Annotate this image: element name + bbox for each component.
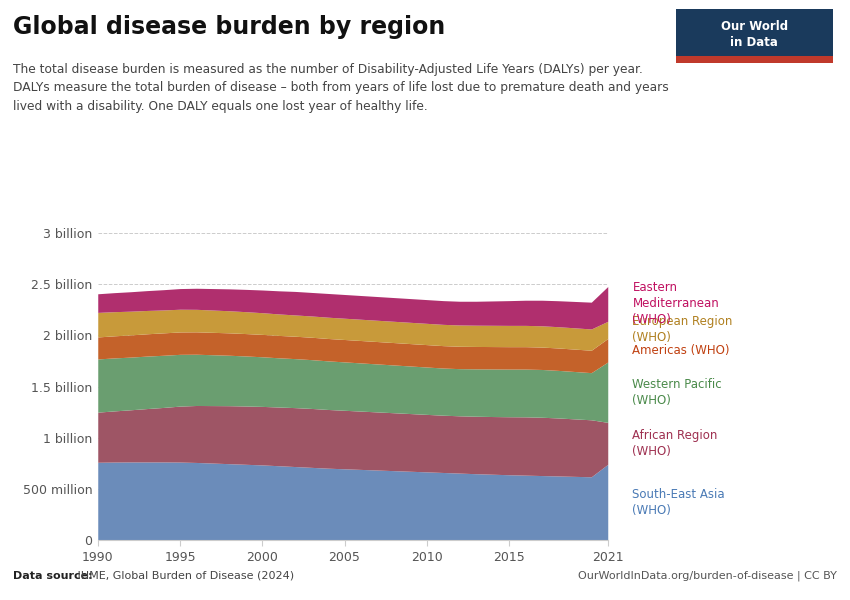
Text: European Region
(WHO): European Region (WHO) (632, 316, 733, 344)
Text: Eastern
Mediterranean
(WHO): Eastern Mediterranean (WHO) (632, 281, 719, 326)
Text: The total disease burden is measured as the number of Disability-Adjusted Life Y: The total disease burden is measured as … (13, 63, 668, 113)
Text: Data source:: Data source: (13, 571, 93, 581)
Text: Our World: Our World (721, 20, 788, 34)
Text: African Region
(WHO): African Region (WHO) (632, 429, 717, 458)
Text: IHME, Global Burden of Disease (2024): IHME, Global Burden of Disease (2024) (74, 571, 294, 581)
Text: Americas (WHO): Americas (WHO) (632, 344, 730, 357)
Text: South-East Asia
(WHO): South-East Asia (WHO) (632, 488, 725, 517)
Text: in Data: in Data (730, 37, 779, 49)
Text: Global disease burden by region: Global disease burden by region (13, 15, 445, 39)
Text: OurWorldInData.org/burden-of-disease | CC BY: OurWorldInData.org/burden-of-disease | C… (578, 570, 837, 581)
Text: Western Pacific
(WHO): Western Pacific (WHO) (632, 377, 722, 407)
